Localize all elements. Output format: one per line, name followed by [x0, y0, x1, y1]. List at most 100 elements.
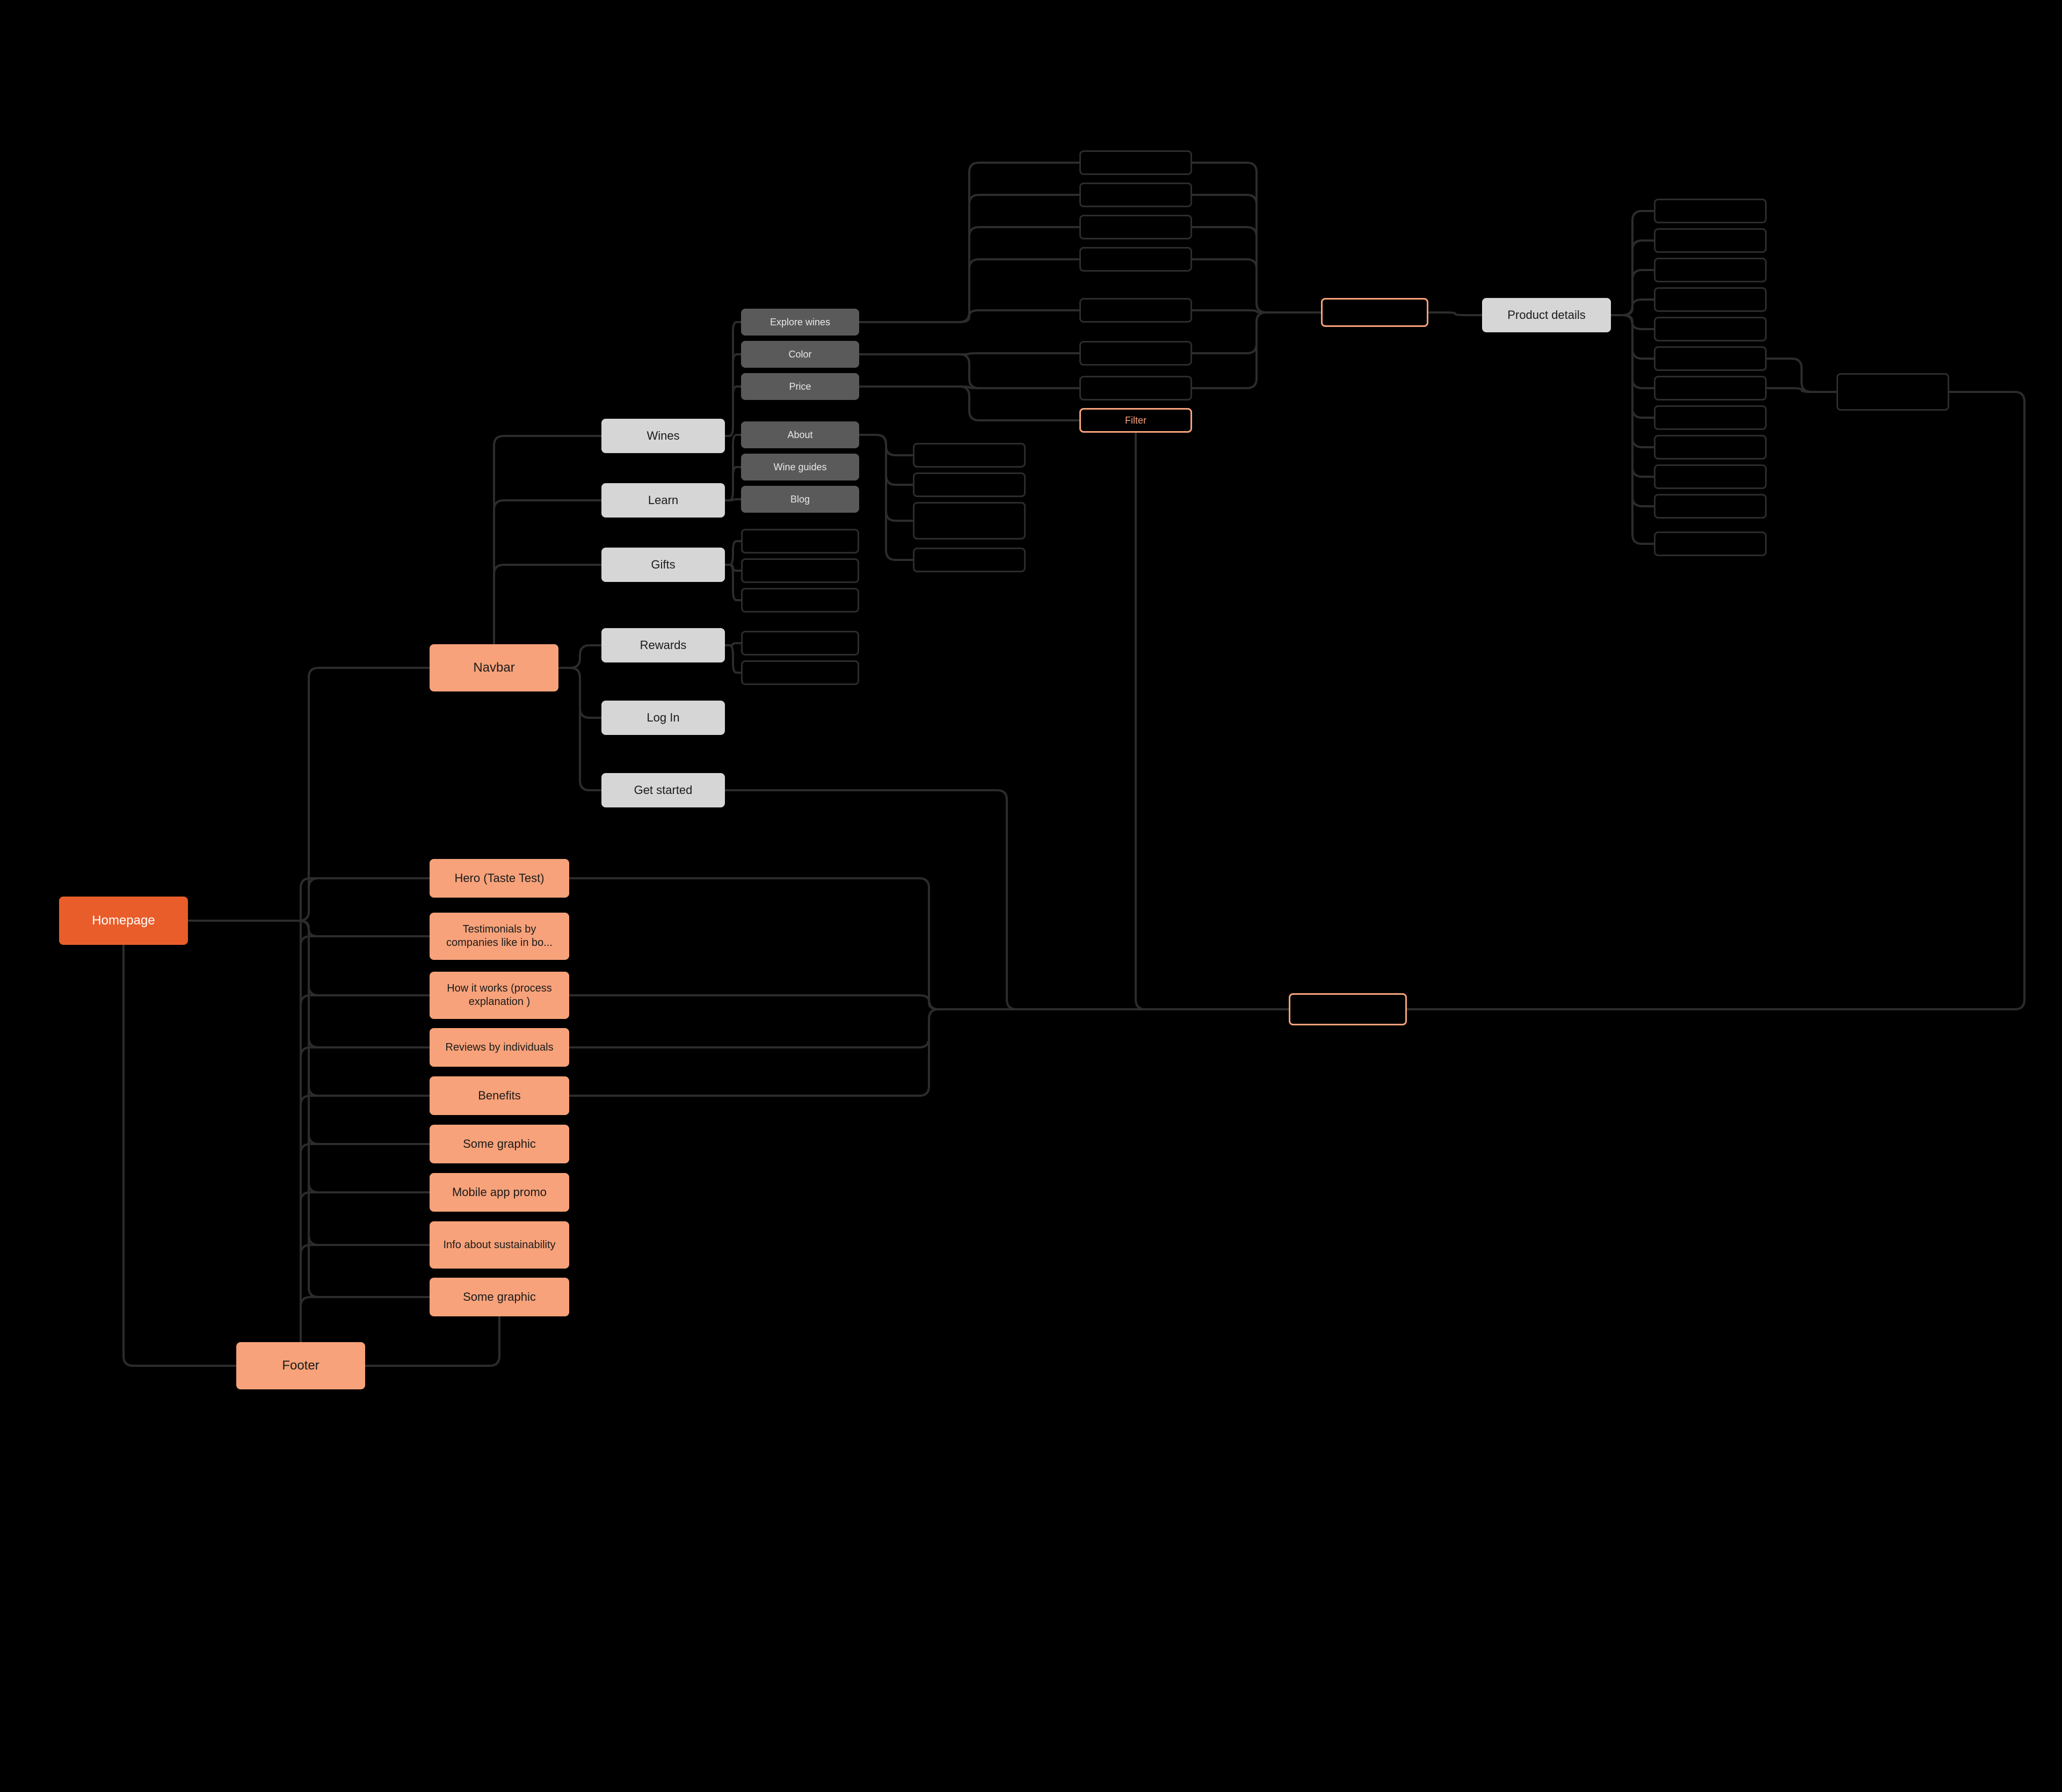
node-ew3[interactable] — [1079, 215, 1192, 239]
edge-footer-mobile — [301, 1192, 430, 1342]
edge-pd7-cart_right — [1767, 388, 1836, 392]
node-about_c[interactable] — [913, 502, 1026, 540]
node-to_cart[interactable] — [1321, 298, 1428, 327]
node-pd8[interactable] — [1654, 405, 1767, 430]
edge-ew1-to_cart — [1192, 163, 1321, 312]
node-label: Footer — [282, 1358, 319, 1374]
edge-about-about_b — [859, 435, 913, 485]
node-sustain[interactable]: Info about sustainability — [430, 1221, 569, 1269]
node-label: About — [787, 429, 812, 441]
node-pd11[interactable] — [1654, 494, 1767, 519]
node-gift_c[interactable] — [741, 588, 859, 613]
edge-ew3-to_cart — [1192, 227, 1321, 312]
node-explorewines[interactable]: Explore wines — [741, 309, 859, 336]
edge-product_details-pd3 — [1611, 270, 1654, 315]
node-getstarted[interactable]: Get started — [601, 773, 725, 807]
edge-explorewines-ew1 — [859, 163, 1079, 322]
edge-product_details-pd9 — [1611, 315, 1654, 447]
edge-explorewines-ew2 — [859, 195, 1079, 322]
node-product_details[interactable]: Product details — [1482, 298, 1611, 332]
node-label: Testimonials by companies like in bo... — [437, 923, 562, 950]
node-ew4[interactable] — [1079, 247, 1192, 272]
edge-gifts-gift_a — [725, 541, 741, 565]
node-login[interactable]: Log In — [601, 701, 725, 735]
node-taste_test[interactable] — [1289, 993, 1407, 1025]
edge-footer-graphic1 — [301, 1144, 430, 1342]
node-color[interactable]: Color — [741, 341, 859, 368]
node-label: Navbar — [473, 660, 514, 676]
edge-homepage-mobile — [188, 921, 430, 1192]
node-about_b[interactable] — [913, 472, 1026, 497]
edge-wines-color — [725, 354, 741, 436]
node-rewards[interactable]: Rewards — [601, 628, 725, 662]
node-label: Wines — [647, 428, 679, 443]
edge-ew6-to_cart — [1192, 312, 1321, 353]
edge-ew2-to_cart — [1192, 195, 1321, 312]
node-ew1[interactable] — [1079, 150, 1192, 175]
node-pd4[interactable] — [1654, 287, 1767, 312]
node-footer[interactable]: Footer — [236, 1342, 365, 1389]
node-cart_right[interactable] — [1836, 373, 1949, 411]
edge-homepage-sustain — [188, 921, 430, 1245]
node-ew6[interactable] — [1079, 341, 1192, 366]
node-pd5[interactable] — [1654, 317, 1767, 341]
node-ew5[interactable] — [1079, 298, 1192, 323]
node-wineguides[interactable]: Wine guides — [741, 454, 859, 480]
node-about_a[interactable] — [913, 443, 1026, 468]
node-benefits[interactable]: Benefits — [430, 1076, 569, 1115]
node-pd9[interactable] — [1654, 435, 1767, 460]
edge-reviews-taste_test — [569, 1009, 1289, 1047]
node-learn[interactable]: Learn — [601, 483, 725, 518]
node-graphic1[interactable]: Some graphic — [430, 1125, 569, 1163]
node-reviews[interactable]: Reviews by individuals — [430, 1028, 569, 1067]
node-pd3[interactable] — [1654, 258, 1767, 282]
node-pd10[interactable] — [1654, 464, 1767, 489]
node-pd1[interactable] — [1654, 199, 1767, 223]
node-gift_b[interactable] — [741, 558, 859, 583]
node-label: Get started — [634, 783, 693, 798]
edge-navbar-getstarted — [558, 668, 601, 790]
node-hero[interactable]: Hero (Taste Test) — [430, 859, 569, 898]
edge-product_details-pd10 — [1611, 315, 1654, 477]
node-label: Rewards — [640, 638, 687, 653]
node-wines[interactable]: Wines — [601, 419, 725, 453]
node-ew8[interactable]: Filter — [1079, 408, 1192, 433]
node-ew2[interactable] — [1079, 183, 1192, 207]
node-about_d[interactable] — [913, 548, 1026, 572]
node-label: Color — [788, 348, 811, 361]
node-blog[interactable]: Blog — [741, 486, 859, 513]
edge-homepage-hero — [188, 878, 430, 921]
node-price[interactable]: Price — [741, 373, 859, 400]
edge-product_details-pd8 — [1611, 315, 1654, 418]
node-label: Filter — [1125, 414, 1146, 427]
node-about[interactable]: About — [741, 421, 859, 448]
edge-homepage-reviews — [188, 921, 430, 1047]
node-reward_a[interactable] — [741, 631, 859, 655]
node-testi[interactable]: Testimonials by companies like in bo... — [430, 913, 569, 960]
edge-homepage-testi — [188, 921, 430, 936]
node-graphic2[interactable]: Some graphic — [430, 1278, 569, 1316]
edge-product_details-pd6 — [1611, 315, 1654, 359]
node-label: Price — [789, 381, 811, 393]
node-homepage[interactable]: Homepage — [59, 897, 188, 945]
node-mobile[interactable]: Mobile app promo — [430, 1173, 569, 1212]
node-gift_a[interactable] — [741, 529, 859, 553]
edge-color-ew6 — [859, 353, 1079, 354]
node-label: Mobile app promo — [452, 1185, 547, 1200]
edge-explorewines-ew4 — [859, 259, 1079, 322]
node-ew7[interactable] — [1079, 376, 1192, 400]
node-howit[interactable]: How it works (process explanation ) — [430, 972, 569, 1019]
node-pd12[interactable] — [1654, 531, 1767, 556]
edge-about-about_a — [859, 435, 913, 455]
node-reward_b[interactable] — [741, 660, 859, 685]
node-pd2[interactable] — [1654, 228, 1767, 253]
node-navbar[interactable]: Navbar — [430, 644, 558, 691]
edge-howit-taste_test — [569, 995, 1289, 1009]
node-pd7[interactable] — [1654, 376, 1767, 400]
edge-navbar-gifts — [494, 565, 601, 644]
edge-getstarted-taste_test — [725, 790, 1289, 1009]
node-pd6[interactable] — [1654, 346, 1767, 371]
edge-footer-sustain — [301, 1245, 430, 1342]
edge-rewards-reward_a — [725, 643, 741, 645]
node-gifts[interactable]: Gifts — [601, 548, 725, 582]
